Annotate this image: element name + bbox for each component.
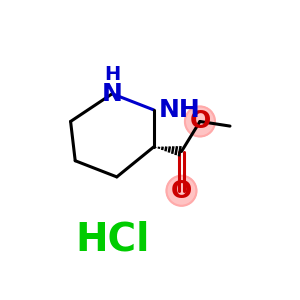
- Text: O: O: [189, 110, 211, 134]
- Circle shape: [185, 106, 215, 136]
- Text: O: O: [171, 179, 192, 203]
- Text: N: N: [102, 82, 123, 106]
- Text: NH: NH: [158, 98, 200, 122]
- Text: H: H: [104, 64, 120, 84]
- Circle shape: [167, 176, 197, 206]
- Text: HCl: HCl: [75, 220, 149, 258]
